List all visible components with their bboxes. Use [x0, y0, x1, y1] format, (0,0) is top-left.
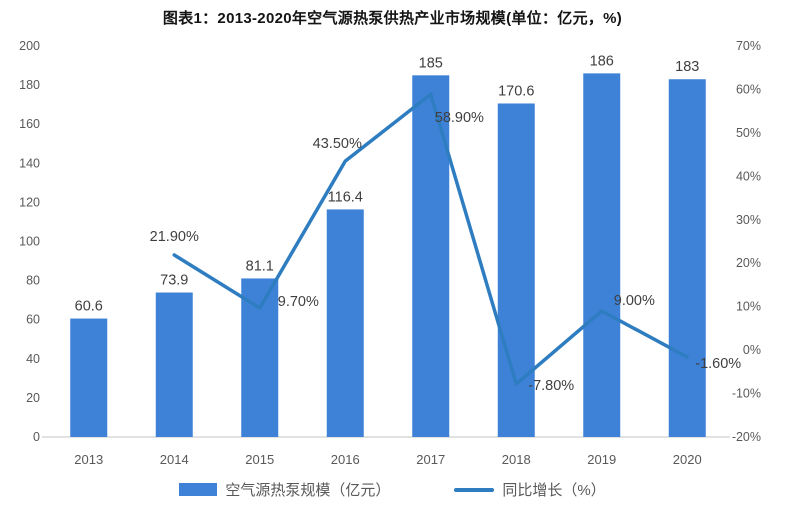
bar-value-label: 183 — [675, 59, 699, 75]
bar-2019 — [583, 73, 621, 438]
bar-value-label: 81.1 — [246, 258, 274, 274]
legend-item-bar-series: 空气源热泵规模（亿元） — [179, 479, 390, 500]
line-value-label: -1.60% — [695, 356, 741, 372]
left-axis-tick: 40 — [26, 352, 40, 366]
bar-2017 — [412, 75, 450, 437]
bar-2016 — [326, 209, 364, 437]
chart-title: 图表1：2013-2020年空气源热泵供热产业市场规模(单位：亿元，%) — [162, 10, 623, 27]
bar-value-label: 73.9 — [160, 273, 188, 289]
x-axis-label-2016: 2016 — [331, 452, 360, 467]
combo-chart: 0 20 40 60 80 100 120 140 160 180 200 -20% -10% 0% 10%… — [19, 39, 761, 467]
bar-2013 — [70, 318, 108, 437]
left-axis-tick: 160 — [19, 117, 40, 131]
left-axis-tick: 120 — [19, 195, 40, 209]
right-axis-tick: 20% — [736, 256, 761, 270]
right-axis-tick: -20% — [732, 430, 761, 444]
left-axis-tick: 140 — [19, 156, 40, 170]
bar-2015 — [241, 278, 279, 437]
x-axis-label-2013: 2013 — [74, 452, 103, 467]
left-axis-tick: 60 — [26, 313, 40, 327]
right-axis-tick: 60% — [736, 82, 761, 96]
left-axis-tick: 100 — [19, 235, 40, 249]
left-axis-tick: 200 — [19, 39, 40, 53]
line-series-swatch-icon — [454, 487, 495, 492]
legend-label-bar-series: 空气源热泵规模（亿元） — [225, 482, 391, 499]
right-axis-tick: 30% — [736, 213, 761, 227]
left-axis-tick: 0 — [33, 430, 40, 444]
x-axis-label-2015: 2015 — [245, 452, 274, 467]
growth-line — [172, 92, 689, 386]
line-value-label: 43.50% — [313, 136, 362, 152]
right-axis-tick: 10% — [736, 300, 761, 314]
legend-item-line-series: 同比增长（%） — [454, 479, 606, 500]
bar-value-label: 186 — [590, 53, 614, 69]
bar-2020 — [668, 79, 706, 438]
bar-series-swatch-icon — [179, 483, 218, 496]
x-axis-label-2019: 2019 — [587, 452, 616, 467]
x-axis-label-2014: 2014 — [160, 452, 189, 467]
right-axis-tick: -10% — [732, 387, 761, 401]
right-axis-tick: 0% — [743, 343, 761, 357]
right-axis-tick: 50% — [736, 126, 761, 140]
bar-value-label: 60.6 — [75, 299, 103, 315]
left-axis-tick: 80 — [26, 274, 40, 288]
bar-2014 — [155, 292, 193, 437]
bar-value-label: 116.4 — [328, 189, 363, 205]
right-axis-tick: 70% — [736, 39, 761, 53]
line-value-label: 9.00% — [614, 293, 655, 309]
line-value-label: 9.70% — [278, 294, 319, 310]
line-value-label: -7.80% — [528, 378, 574, 394]
x-axis-label-2017: 2017 — [416, 452, 445, 467]
chart-legend: 空气源热泵规模（亿元） 同比增长（%） — [0, 479, 785, 500]
line-value-label: 58.90% — [435, 110, 484, 126]
right-axis-tick: 40% — [736, 169, 761, 183]
left-axis-tick: 20 — [26, 391, 40, 405]
x-axis-label-2018: 2018 — [502, 452, 531, 467]
legend-label-line-series: 同比增长（%） — [502, 482, 606, 499]
left-axis-tick: 180 — [19, 78, 40, 92]
bar-value-label: 185 — [419, 55, 443, 71]
line-value-label: 21.90% — [150, 229, 199, 245]
x-axis-label-2020: 2020 — [673, 452, 702, 467]
bar-value-label: 170.6 — [498, 83, 534, 99]
